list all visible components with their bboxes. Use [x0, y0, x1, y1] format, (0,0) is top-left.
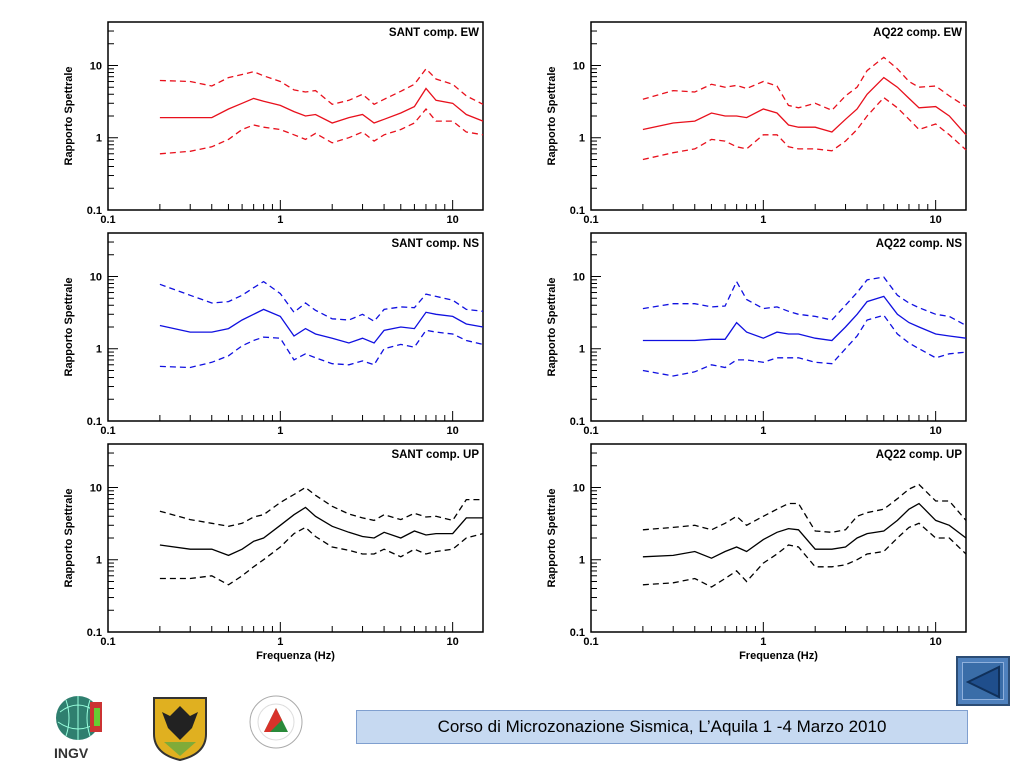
x-axis-label: Frequenza (Hz) [256, 650, 335, 662]
x-tick-label: 1 [277, 425, 283, 437]
x-tick-label: 10 [930, 636, 942, 648]
y-tick-label: 1 [579, 133, 585, 145]
x-tick-label: 1 [760, 214, 766, 226]
y-tick-label: 1 [96, 555, 102, 567]
mean-curve [159, 308, 484, 344]
y-tick-label: 10 [573, 60, 585, 72]
lower-bound-curve [159, 329, 484, 369]
x-tick-label: 0.1 [100, 214, 115, 226]
x-tick-label: 0.1 [583, 425, 598, 437]
y-axis-label: Rapporto Spettrale [546, 488, 558, 587]
x-tick-label: 10 [447, 214, 459, 226]
y-axis-label: Rapporto Spettrale [63, 277, 75, 376]
spectral-ratio-chart: 0.1 1 10 0.1 1 10 SANT comp. EW Rapporto Spettr… [63, 21, 484, 226]
y-tick-label: 10 [573, 271, 585, 283]
y-tick-label: 10 [90, 60, 102, 72]
y-tick-label: 0.1 [87, 416, 102, 428]
y-axis-label: Rapporto Spettrale [546, 66, 558, 165]
plot-frame [107, 21, 484, 211]
chart-title: SANT comp. UP [391, 449, 479, 461]
y-tick-label: 10 [90, 482, 102, 494]
x-tick-label: 10 [930, 214, 942, 226]
y-tick-label: 1 [579, 555, 585, 567]
chart-title: SANT comp. NS [391, 238, 479, 250]
mean-curve [642, 502, 967, 559]
x-tick-label: 10 [447, 425, 459, 437]
x-tick-label: 0.1 [583, 636, 598, 648]
y-axis-label: Rapporto Spettrale [63, 488, 75, 587]
x-tick-label: 0.1 [583, 214, 598, 226]
chart-title: AQ22 comp. NS [876, 238, 963, 250]
y-axis-label: Rapporto Spettrale [63, 66, 75, 165]
svg-text:INGV: INGV [54, 745, 89, 761]
upper-bound-curve [642, 56, 967, 112]
y-tick-label: 0.1 [570, 627, 585, 639]
y-tick-label: 0.1 [87, 205, 102, 217]
lower-bound-curve [642, 314, 967, 377]
x-tick-label: 0.1 [100, 425, 115, 437]
mean-curve [642, 295, 967, 342]
y-tick-label: 0.1 [570, 416, 585, 428]
mean-curve [159, 87, 484, 124]
x-tick-label: 1 [760, 425, 766, 437]
spectral-ratio-chart: 0.1 1 10 0.1 1 10 SANT comp. UP Rapporto Spettr… [63, 443, 484, 662]
banner-text: Corso di Microzonazione Sismica, L’Aquil… [437, 717, 887, 736]
plot-frame [107, 443, 484, 633]
chart-title: AQ22 comp. UP [876, 449, 963, 461]
y-tick-label: 1 [96, 133, 102, 145]
regione-crest-logo [150, 694, 210, 762]
lower-bound-curve [642, 522, 967, 588]
x-tick-label: 1 [277, 214, 283, 226]
plot-frame [590, 232, 967, 422]
x-tick-label: 10 [447, 636, 459, 648]
x-tick-label: 10 [930, 425, 942, 437]
x-tick-label: 1 [760, 636, 766, 648]
y-tick-label: 1 [96, 344, 102, 356]
x-axis-label: Frequenza (Hz) [739, 650, 818, 662]
protezione-civile-logo [248, 694, 304, 750]
spectral-ratio-chart: 0.1 1 10 0.1 1 10 AQ22 comp. UP Rapporto Spettr… [546, 443, 967, 662]
plot-frame [590, 443, 967, 633]
spectral-ratio-chart: 0.1 1 10 0.1 1 10 AQ22 comp. EW Rapporto Spettr… [546, 21, 967, 226]
spectral-ratio-chart: 0.1 1 10 0.1 1 10 SANT comp. NS Rapporto Spettr… [63, 232, 484, 437]
chart-title: AQ22 comp. EW [873, 27, 962, 39]
chart-title: SANT comp. EW [389, 27, 479, 39]
y-axis-label: Rapporto Spettrale [546, 277, 558, 376]
back-button[interactable] [956, 656, 1010, 706]
mean-curve [159, 506, 483, 557]
plot-frame [590, 21, 967, 211]
lower-bound-curve [159, 107, 484, 155]
lower-bound-curve [642, 96, 967, 161]
y-tick-label: 10 [90, 271, 102, 283]
y-tick-label: 10 [573, 482, 585, 494]
triangle-left-icon [966, 665, 1000, 699]
x-tick-label: 1 [277, 636, 283, 648]
upper-bound-curve [159, 486, 483, 527]
y-tick-label: 1 [579, 344, 585, 356]
course-banner: Corso di Microzonazione Sismica, L’Aquil… [356, 710, 968, 744]
spectral-ratio-chart: 0.1 1 10 0.1 1 10 AQ22 comp. NS Rapporto Spettr… [546, 232, 967, 437]
upper-bound-curve [642, 483, 967, 533]
y-tick-label: 0.1 [570, 205, 585, 217]
upper-bound-curve [159, 67, 484, 106]
upper-bound-curve [642, 276, 967, 327]
lower-bound-curve [159, 526, 484, 586]
upper-bound-curve [159, 280, 484, 323]
x-tick-label: 0.1 [100, 636, 115, 648]
ingv-logo: INGV [50, 692, 110, 762]
mean-curve [642, 76, 967, 136]
y-tick-label: 0.1 [87, 627, 102, 639]
